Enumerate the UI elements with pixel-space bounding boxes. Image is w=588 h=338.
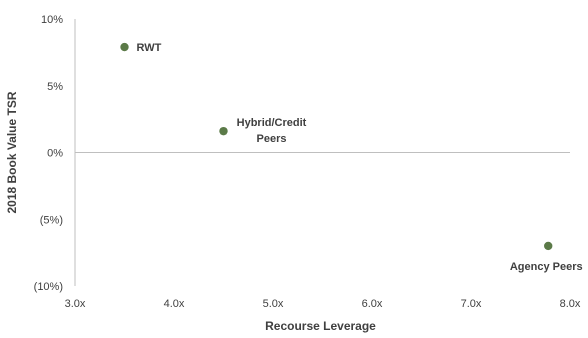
x-tick-label: 7.0x xyxy=(461,298,482,310)
x-tick-label: 3.0x xyxy=(65,298,86,310)
points-layer: RWT Hybrid/Credit Peers Agency Peers xyxy=(120,42,583,273)
data-point-label: RWT xyxy=(137,42,162,54)
data-point xyxy=(544,241,553,251)
data-point xyxy=(120,42,129,52)
x-tick-label: 6.0x xyxy=(362,298,383,310)
data-point-label: Agency Peers xyxy=(510,261,583,273)
y-tick-label: (5%) xyxy=(40,214,63,226)
x-tick-label: 5.0x xyxy=(263,298,284,310)
x-tick-label: 4.0x xyxy=(164,298,185,310)
data-point xyxy=(219,126,228,136)
x-axis-title: Recourse Leverage xyxy=(265,319,376,333)
y-tick-label: 5% xyxy=(47,81,63,93)
y-tick-label: 0% xyxy=(47,148,63,160)
y-tick-label: 10% xyxy=(41,14,63,26)
y-axis-title: 2018 Book Value TSR xyxy=(5,91,19,213)
x-tick-label: 8.0x xyxy=(560,298,581,310)
data-point-label: Hybrid/Credit Peers xyxy=(237,117,307,145)
axes-layer xyxy=(74,19,570,286)
y-tick-label: (10%) xyxy=(34,281,63,293)
ticks-layer: 10% 5% 0% (5%) (10%)3.0x 4.0x 5.0x 6.0x 7.0x 8.0x xyxy=(34,14,581,310)
